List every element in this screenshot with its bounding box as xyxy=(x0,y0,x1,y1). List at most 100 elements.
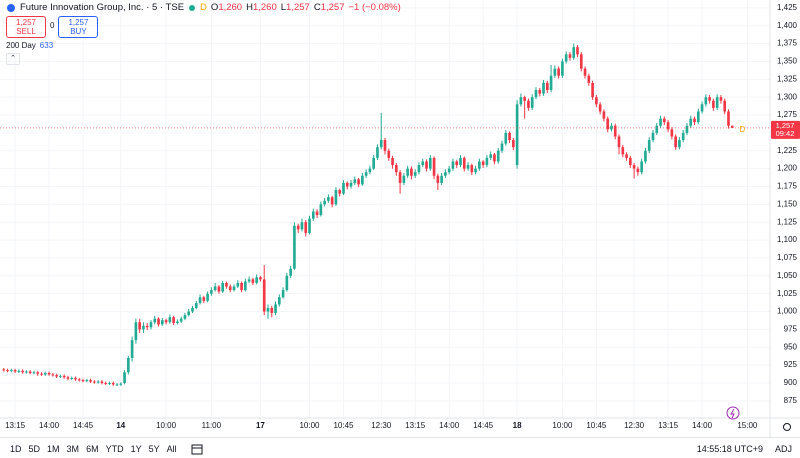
candle-body xyxy=(723,100,727,112)
candle-body xyxy=(572,47,576,58)
range-button[interactable]: YTD xyxy=(105,443,124,454)
candle-body xyxy=(304,222,308,233)
range-button[interactable]: 1Y xyxy=(130,443,142,454)
candle-body xyxy=(277,297,281,305)
candle-body xyxy=(406,168,409,176)
candle-body xyxy=(138,322,141,330)
candle-body xyxy=(81,380,85,382)
candle-body xyxy=(545,82,549,91)
candle-body xyxy=(478,161,481,169)
candle-body xyxy=(153,318,157,323)
candle-body xyxy=(21,370,24,373)
candle-body xyxy=(134,322,138,341)
candle-body xyxy=(213,286,217,291)
sell-price: 1,257 xyxy=(15,18,37,27)
candle-body xyxy=(598,104,602,112)
candle-body xyxy=(319,204,323,216)
candle-body xyxy=(349,182,353,187)
candle-body xyxy=(330,197,334,205)
candle-body xyxy=(632,165,636,169)
candle-body xyxy=(266,307,270,312)
candle-body xyxy=(176,321,179,323)
ohlc-value: 1,260 xyxy=(218,2,243,13)
candle-body xyxy=(89,380,92,382)
candle-body xyxy=(236,282,240,287)
candle-body xyxy=(353,179,357,183)
candle-body xyxy=(685,125,689,133)
settings-icon xyxy=(783,423,791,431)
candle-body xyxy=(727,111,730,126)
range-button[interactable]: 1M xyxy=(47,443,60,454)
candle-body xyxy=(413,172,417,176)
candle-body xyxy=(32,372,36,374)
y-tick-label: 975 xyxy=(784,325,798,334)
candle-body xyxy=(338,190,342,194)
candle-body xyxy=(561,61,564,76)
candle-body xyxy=(221,282,225,292)
candle-body xyxy=(681,132,685,141)
candle-body xyxy=(62,375,66,378)
candle-body xyxy=(704,97,708,105)
candle-body xyxy=(232,286,236,291)
range-button[interactable]: 5Y xyxy=(148,443,160,454)
candle-body xyxy=(617,136,621,148)
candle-body xyxy=(398,172,402,183)
candle-body xyxy=(613,125,617,137)
range-button[interactable]: 5D xyxy=(28,443,41,454)
candle-body xyxy=(440,175,443,183)
candle-body xyxy=(425,161,428,169)
candle-body xyxy=(666,122,670,130)
candle-body xyxy=(595,97,598,105)
range-button[interactable]: All xyxy=(166,443,177,454)
candle-body xyxy=(311,211,315,219)
candle-body xyxy=(579,54,583,69)
candle-body xyxy=(93,381,96,383)
sell-button[interactable]: 1,257 SELL xyxy=(6,16,46,38)
candle-body xyxy=(519,97,523,105)
countdown-label: 09:42 xyxy=(776,129,795,138)
adj-button[interactable]: ADJ xyxy=(774,443,792,454)
candle-body xyxy=(327,197,330,201)
candle-body xyxy=(651,132,655,141)
candle-body xyxy=(391,157,394,166)
candle-body xyxy=(142,325,145,330)
candle-body xyxy=(674,136,677,148)
y-tick-label: 1,325 xyxy=(777,74,798,83)
sell-label: SELL xyxy=(16,27,36,36)
candle-body xyxy=(240,282,243,291)
dividend-marker: D xyxy=(739,125,745,134)
candle-body xyxy=(130,340,134,358)
candle-body xyxy=(527,100,530,108)
candle-body xyxy=(402,175,406,183)
candle-body xyxy=(606,118,610,130)
candle-body xyxy=(383,140,387,151)
candle-body xyxy=(108,382,111,384)
candle-body xyxy=(515,104,519,166)
candle-body xyxy=(670,129,674,137)
candle-body xyxy=(459,157,462,166)
candle-body xyxy=(655,125,659,133)
y-tick-label: 1,200 xyxy=(777,164,798,173)
x-tick-label: 10:00 xyxy=(552,421,573,430)
candle-body xyxy=(455,161,459,166)
x-tick-label: 13:15 xyxy=(405,421,426,430)
calendar-icon[interactable] xyxy=(191,443,203,455)
range-button[interactable]: 6M xyxy=(86,443,99,454)
y-tick-label: 1,350 xyxy=(777,57,798,66)
y-tick-label: 1,075 xyxy=(777,253,798,262)
range-button[interactable]: 3M xyxy=(66,443,80,454)
badge: D xyxy=(200,2,207,13)
ohlc-key: H xyxy=(246,2,253,13)
candle-body xyxy=(300,222,304,230)
candle-body xyxy=(591,82,594,98)
candle-body xyxy=(504,132,508,144)
candle-body xyxy=(308,218,311,233)
candle-body xyxy=(474,168,477,173)
candle-body xyxy=(315,211,319,216)
y-tick-label: 1,125 xyxy=(777,217,798,226)
range-button[interactable]: 1D xyxy=(10,443,22,454)
collapse-button[interactable]: ⌃ xyxy=(6,53,20,65)
x-tick-label: 13:15 xyxy=(658,421,679,430)
buy-button[interactable]: 1,257 BUY xyxy=(58,16,99,38)
price-label-box xyxy=(771,120,800,139)
